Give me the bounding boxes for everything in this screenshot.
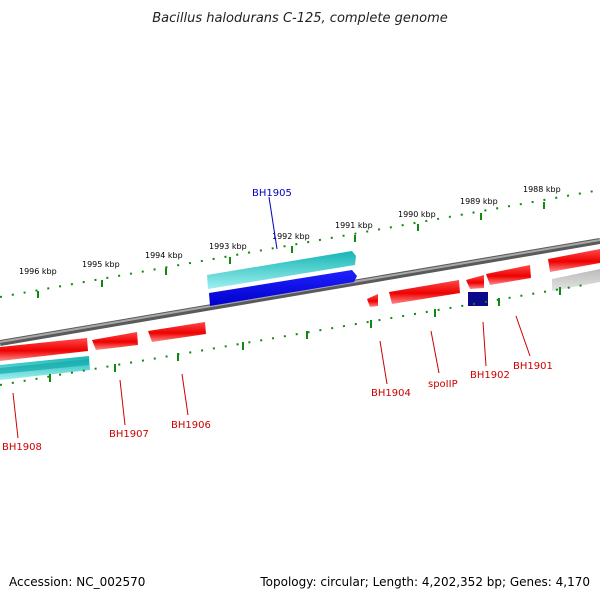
inner-scale-ticks — [0, 283, 591, 386]
gene-right-edge[interactable] — [548, 249, 600, 272]
label-bh1901[interactable]: BH1901 — [513, 361, 553, 372]
gene-spoiip[interactable] — [389, 280, 460, 304]
label-bh1905[interactable]: BH1905 — [252, 188, 292, 199]
scale-label: 1991 kbp — [335, 221, 373, 230]
topology-text: Topology: circular; Length: 4,202,352 bp… — [259, 575, 590, 589]
scale-label: 1992 kbp — [272, 232, 310, 241]
label-bh1907[interactable]: BH1907 — [109, 429, 149, 440]
gene-bh1902-upper[interactable] — [466, 275, 484, 289]
label-spoiip[interactable]: spoIIP — [428, 379, 458, 390]
scale-labels: 1988 kbp 1989 kbp 1990 kbp 1991 kbp 1992… — [19, 185, 561, 276]
label-bh1902[interactable]: BH1902 — [470, 370, 510, 381]
scale-label: 1988 kbp — [523, 185, 561, 194]
scale-label: 1996 kbp — [19, 267, 57, 276]
gene-bh1904[interactable] — [367, 294, 378, 307]
gene-bh1908-cyan-band — [0, 359, 89, 374]
scale-label: 1989 kbp — [460, 197, 498, 206]
gene-bh1908-red[interactable] — [0, 338, 88, 361]
gene-bh1901[interactable] — [486, 265, 531, 285]
gene-bh1905-arrow[interactable] — [209, 270, 357, 306]
scale-label: 1993 kbp — [209, 242, 247, 251]
label-bh1908[interactable]: BH1908 — [2, 442, 42, 453]
label-bh1906[interactable]: BH1906 — [171, 420, 211, 431]
gene-labels: BH1905 BH1901 BH1902 spoIIP BH1904 BH190… — [2, 188, 553, 453]
scale-label: 1994 kbp — [145, 251, 183, 260]
leader-bh1902 — [482, 321, 487, 367]
scale-label: 1995 kbp — [82, 260, 120, 269]
map-title: Bacillus halodurans C-125, complete geno… — [152, 11, 448, 26]
scale-label: 1990 kbp — [398, 210, 436, 219]
leader-bh1901 — [515, 315, 531, 357]
leader-spoiip — [430, 330, 440, 374]
gene-bh1905-track[interactable] — [207, 251, 357, 306]
gene-bh1906[interactable] — [148, 322, 206, 342]
outer-scale-ticks — [0, 189, 600, 298]
leader-bh1904 — [379, 340, 388, 385]
leader-bh1908 — [12, 392, 19, 439]
gene-bh1907[interactable] — [92, 332, 138, 350]
leader-bh1905 — [268, 196, 278, 250]
label-bh1904[interactable]: BH1904 — [371, 388, 411, 399]
gene-bh1905-shadow — [207, 251, 356, 289]
gene-grey-right[interactable] — [552, 269, 600, 291]
accession-text: Accession: NC_002570 — [9, 575, 145, 589]
leader-bh1906 — [181, 373, 189, 416]
leader-bh1907 — [119, 379, 126, 426]
label-leaders — [12, 196, 531, 439]
gene-bh1902-selected[interactable] — [468, 292, 488, 306]
